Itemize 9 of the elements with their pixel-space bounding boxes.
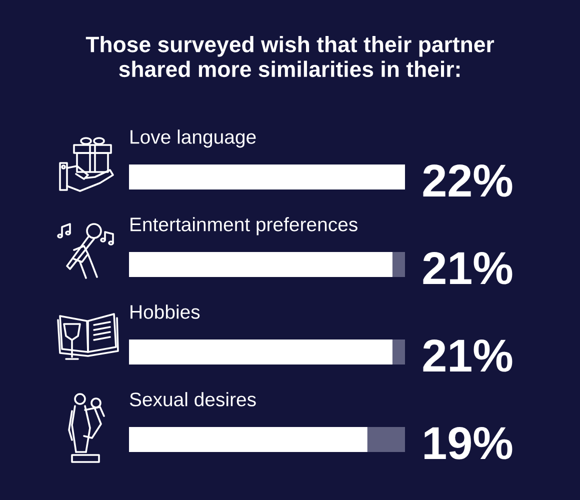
y-tick-label: Hobbies bbox=[130, 304, 200, 319]
data-label: 21% bbox=[423, 339, 512, 372]
y-tick-label: Sexual desires bbox=[130, 392, 256, 406]
y-tick-label: Entertainment preferences bbox=[130, 217, 358, 236]
data-label: 22% bbox=[423, 164, 512, 197]
data-label: 21% bbox=[423, 252, 512, 284]
data-label: 19% bbox=[424, 426, 512, 460]
chart-title: Those surveyed wish that their partner shared more similarities in their: bbox=[86, 36, 494, 78]
y-tick-label: Love language bbox=[130, 130, 256, 148]
